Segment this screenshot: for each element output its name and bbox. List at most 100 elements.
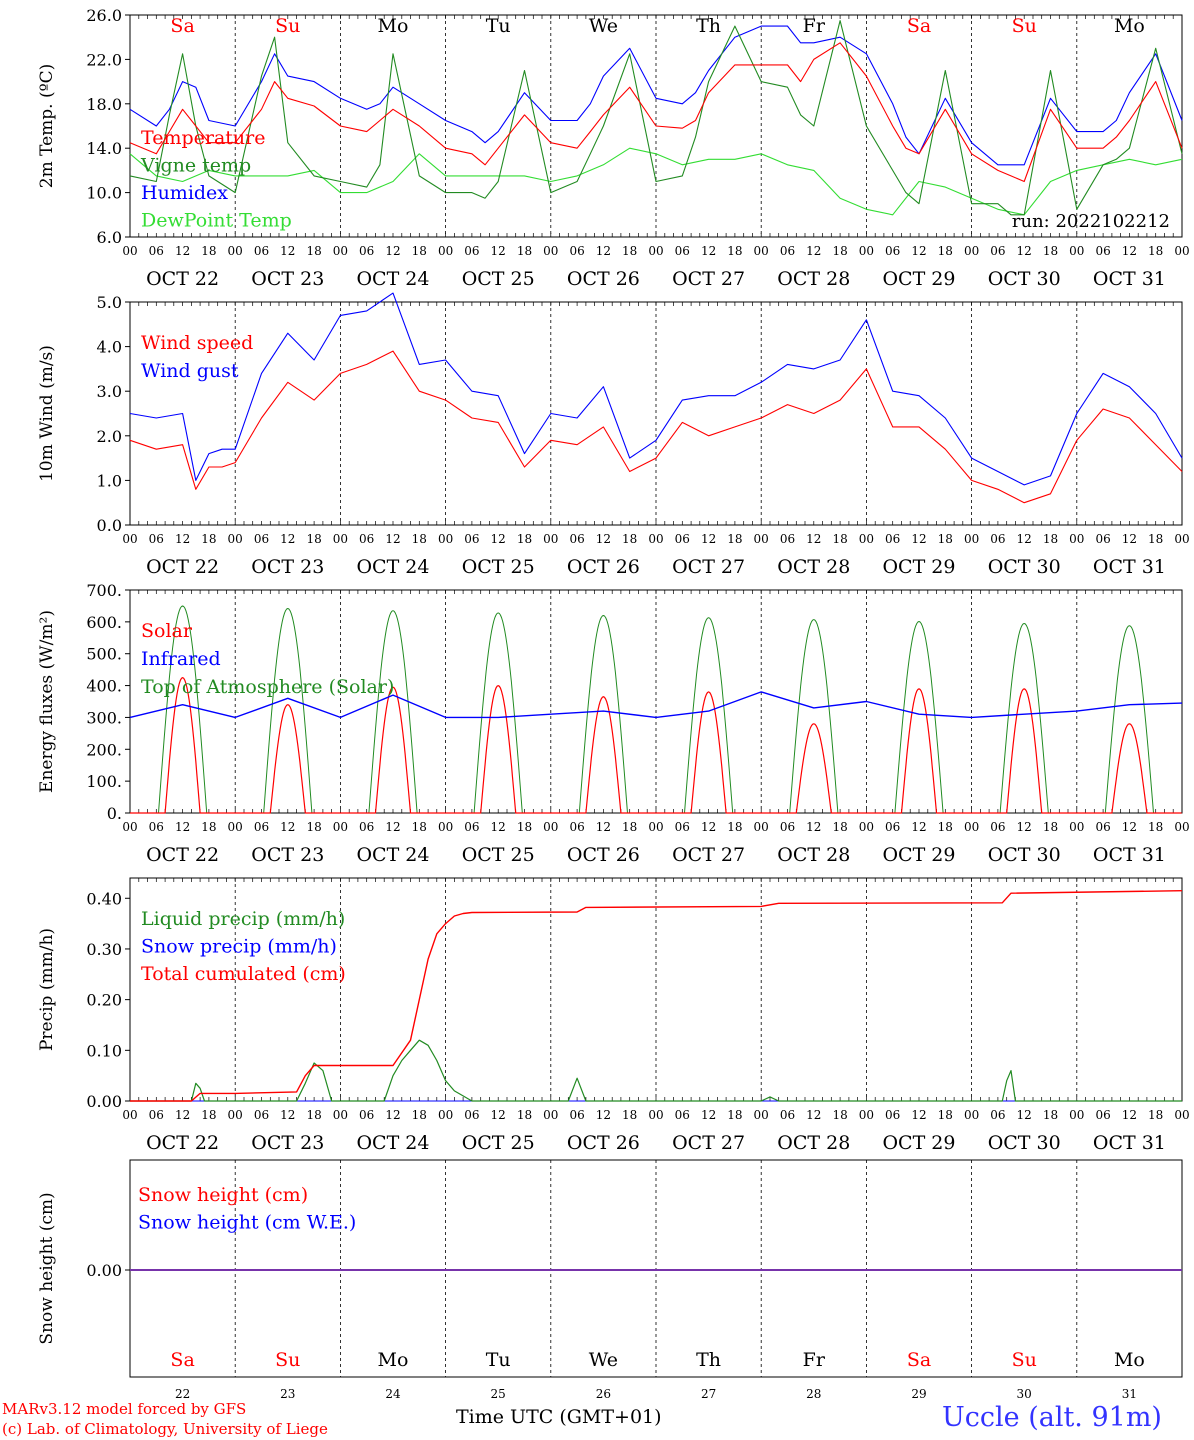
hour-tick-label: 12 [280, 820, 295, 834]
hour-tick-label: 12 [1017, 532, 1032, 546]
hour-tick-label: 18 [306, 244, 321, 258]
hour-tick-label: 06 [569, 1108, 584, 1122]
hour-tick-label: 18 [201, 1108, 216, 1122]
hour-tick-label: 06 [990, 244, 1005, 258]
hour-ticks [129, 878, 1183, 1101]
hour-tick-label: 06 [990, 532, 1005, 546]
hour-tick-label: 12 [491, 1108, 506, 1122]
hour-tick-label: 18 [622, 820, 637, 834]
y-axis-title: 10m Wind (m/s) [37, 345, 57, 482]
model-credit-line2: (c) Lab. of Climatology, University of L… [2, 1420, 328, 1438]
hour-tick-label: 00 [122, 820, 137, 834]
weekday-label: Su [1012, 1349, 1037, 1371]
hour-tick-label: 06 [464, 244, 479, 258]
hour-tick-label: 18 [306, 1108, 321, 1122]
hour-tick-label: 06 [675, 1108, 690, 1122]
hour-tick-label: 00 [648, 532, 663, 546]
day-number-label: 24 [385, 1387, 401, 1401]
weekday-label: Sa [170, 15, 194, 37]
hour-tick-label: 12 [385, 1108, 400, 1122]
legend-entry: Total cumulated (cm) [141, 963, 346, 985]
hour-tick-label: 12 [701, 244, 716, 258]
hour-tick-label: 00 [859, 244, 874, 258]
hour-tick-label: 12 [806, 820, 821, 834]
hour-tick-label: 18 [938, 1108, 953, 1122]
legend-entry: Temperature [141, 127, 265, 149]
date-label: OCT 24 [356, 844, 429, 866]
hour-tick-label: 06 [254, 244, 269, 258]
y-tick-label: 0.00 [86, 1092, 122, 1111]
hour-tick-label: 06 [359, 532, 374, 546]
hour-tick-label: 06 [780, 1108, 795, 1122]
y-tick-label: 400. [86, 677, 122, 696]
hour-tick-label: 00 [438, 532, 453, 546]
date-label: OCT 30 [988, 1132, 1061, 1154]
hour-tick-label: 12 [1122, 532, 1137, 546]
hour-tick-label: 12 [175, 820, 190, 834]
hour-tick-label: 00 [754, 532, 769, 546]
date-label: OCT 22 [146, 1132, 219, 1154]
date-label: OCT 30 [988, 268, 1061, 290]
hour-tick-label: 18 [938, 820, 953, 834]
series-line-wind-gust [129, 292, 1183, 486]
day-number-label: 27 [701, 1387, 716, 1401]
hour-tick-label: 06 [780, 820, 795, 834]
hour-tick-label: 06 [359, 1108, 374, 1122]
y-axis-title: 2m Temp. (ºC) [37, 64, 57, 189]
hour-tick-label: 06 [1095, 1108, 1110, 1122]
y-tick-label: 100. [86, 772, 122, 791]
date-label: OCT 22 [146, 556, 219, 578]
hour-tick-label: 06 [1095, 244, 1110, 258]
hour-tick-label: 00 [648, 1108, 663, 1122]
hour-tick-label: 18 [412, 1108, 427, 1122]
hour-tick-label: 12 [1017, 244, 1032, 258]
date-label: OCT 23 [251, 268, 324, 290]
hour-tick-label: 00 [964, 1108, 979, 1122]
hour-tick-label: 00 [648, 244, 663, 258]
hour-tick-label: 12 [701, 820, 716, 834]
hour-tick-label: 12 [911, 1108, 926, 1122]
model-credit-line1: MARv3.12 model forced by GFS [2, 1400, 247, 1418]
date-label: OCT 27 [672, 1132, 745, 1154]
y-axis-title: Snow height (cm) [37, 1192, 57, 1344]
hour-tick-label: 06 [675, 532, 690, 546]
legend-entry: Vigne temp [140, 155, 251, 177]
hour-tick-label: 00 [754, 1108, 769, 1122]
hour-tick-label: 00 [228, 532, 243, 546]
hour-tick-label: 12 [491, 532, 506, 546]
date-label: OCT 29 [882, 556, 955, 578]
y-tick-label: 2.0 [97, 427, 122, 446]
date-label: OCT 25 [462, 556, 535, 578]
station-label: Uccle (alt. 91m) [942, 1402, 1162, 1433]
hour-tick-label: 12 [491, 244, 506, 258]
hour-tick-label: 06 [1095, 820, 1110, 834]
hour-tick-label: 00 [228, 244, 243, 258]
weekday-label: Su [275, 15, 300, 37]
y-tick-label: 700. [86, 581, 122, 600]
hour-tick-label: 12 [175, 244, 190, 258]
y-tick-label: 6.0 [97, 228, 122, 247]
y-tick-label: 0.10 [86, 1041, 122, 1060]
date-label: OCT 26 [567, 844, 640, 866]
hour-tick-label: 18 [727, 820, 742, 834]
legend-entry: Solar [141, 620, 193, 642]
date-label: OCT 29 [882, 268, 955, 290]
panel-1: 6.0 10.0 14.0 18.0 22.0 26.0 2m Temp. (ºC) Temp… [37, 6, 1190, 290]
hour-ticks [129, 15, 1183, 237]
y-tick-label: 0.40 [86, 889, 122, 908]
hour-tick-label: 18 [1043, 532, 1058, 546]
y-axis-title: Precip (mm/h) [37, 928, 57, 1051]
panel-3: 0. 100. 200. 300. 400. 500. 600. 700. Energy flu… [37, 581, 1190, 866]
hour-tick-label: 18 [1043, 244, 1058, 258]
hour-tick-label: 00 [859, 820, 874, 834]
hour-tick-label: 06 [254, 820, 269, 834]
legend-entry: Snow precip (mm/h) [141, 936, 337, 958]
weekday-label: Mo [1114, 15, 1145, 37]
panel-2: 0.0 1.0 2.0 3.0 4.0 5.0 10m Wind (m/s) Wind spe… [37, 292, 1190, 578]
hour-tick-label: 06 [464, 1108, 479, 1122]
hour-tick-label: 18 [201, 532, 216, 546]
run-annotation: run: 2022102212 [1012, 211, 1170, 232]
y-tick-label: 3.0 [97, 382, 122, 401]
hour-tick-label: 06 [990, 820, 1005, 834]
date-label: OCT 22 [146, 268, 219, 290]
